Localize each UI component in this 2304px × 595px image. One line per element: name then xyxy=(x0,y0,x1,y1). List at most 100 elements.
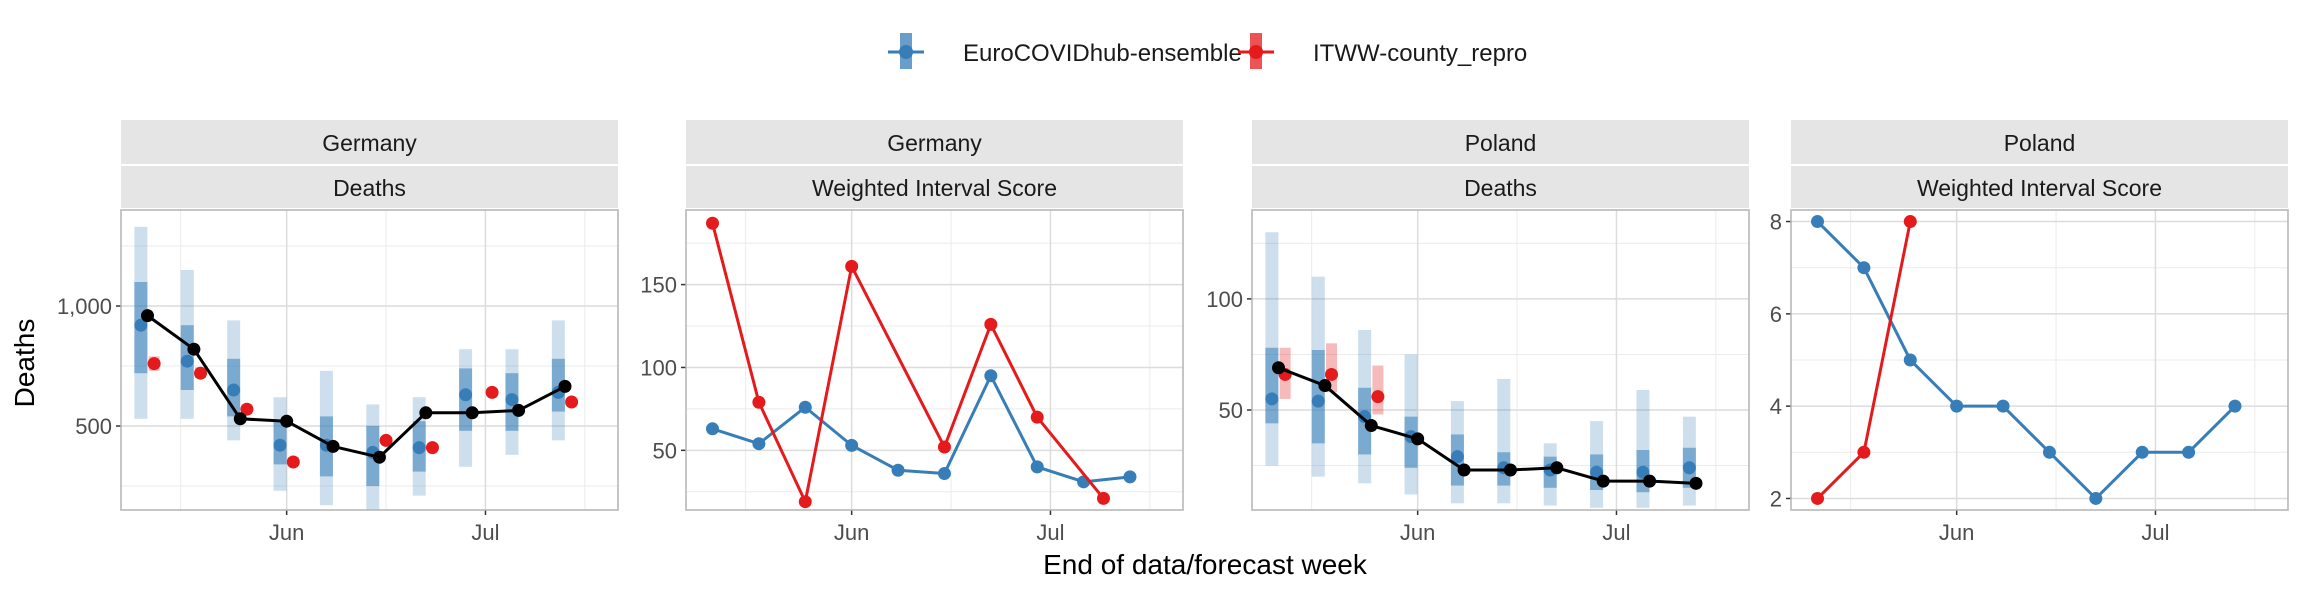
forecast-median-point xyxy=(565,395,579,409)
series-point xyxy=(1096,491,1110,505)
observed-point xyxy=(326,439,340,453)
gridlines xyxy=(121,210,618,510)
observed-line xyxy=(1277,366,1697,485)
forecast-interval-inner xyxy=(1265,347,1279,424)
forecast-median-point xyxy=(147,357,161,371)
observed-point xyxy=(512,403,526,417)
x-axis-title: End of data/forecast week xyxy=(1043,549,1368,580)
observed-point xyxy=(1503,463,1517,477)
y-tick-label: 150 xyxy=(640,273,677,298)
series-point xyxy=(1903,353,1917,367)
x-tick-label: Jul xyxy=(1036,520,1064,545)
series-point xyxy=(937,467,951,481)
x-tick-label: Jun xyxy=(269,520,304,545)
legend-label: ITWW-county_repro xyxy=(1313,40,1527,67)
series-point xyxy=(706,216,720,230)
gridlines xyxy=(686,210,1183,510)
observed-point xyxy=(187,342,201,356)
series-point xyxy=(1857,261,1871,275)
series-point xyxy=(706,422,720,436)
strip-bottom-label: Deaths xyxy=(333,175,406,201)
series-point xyxy=(798,495,812,509)
forecast-median-point xyxy=(180,354,194,368)
strip-bottom xyxy=(1791,166,2288,208)
series-point xyxy=(752,395,766,409)
series-point xyxy=(2135,445,2149,459)
panel-border xyxy=(1790,209,2289,511)
strip-bottom-label: Weighted Interval Score xyxy=(812,175,1057,201)
observed-line xyxy=(146,314,566,459)
forecast-median-point xyxy=(485,385,499,399)
x-tick-label: Jun xyxy=(1939,520,1974,545)
y-tick-label: 100 xyxy=(1206,287,1243,312)
series-point xyxy=(1123,470,1137,484)
y-tick-label: 100 xyxy=(640,355,677,380)
x-tick-label: Jul xyxy=(1602,520,1630,545)
strip-top-label: Germany xyxy=(887,130,982,156)
forecast-median-point xyxy=(227,383,241,397)
forecast-interval-inner xyxy=(1372,365,1384,415)
series-point xyxy=(798,400,812,414)
forecast-ITWW-county_repro xyxy=(147,356,579,469)
forecast-median-point xyxy=(1371,390,1385,404)
panel-border xyxy=(120,209,619,511)
forecast-interval-inner xyxy=(1326,343,1338,393)
forecast-median-point xyxy=(459,388,473,402)
forecast-median-point xyxy=(286,455,300,469)
strip-top-label: Poland xyxy=(2004,130,2076,156)
forecast-median-point xyxy=(1636,465,1650,479)
observed-point xyxy=(419,406,433,420)
legend-key-point xyxy=(1249,45,1263,59)
strip-top-label: Poland xyxy=(1465,130,1537,156)
forecast-median-point xyxy=(425,441,439,455)
y-tick-label: 6 xyxy=(1770,302,1782,327)
strip-bottom-label: Weighted Interval Score xyxy=(1917,175,2162,201)
series-point xyxy=(984,317,998,331)
strip-bottom xyxy=(121,166,618,208)
series-point xyxy=(1903,215,1917,229)
series-point xyxy=(1950,399,1964,413)
strip-top-label: Germany xyxy=(322,130,417,156)
series-point xyxy=(1996,399,2010,413)
observed-point xyxy=(1364,419,1378,433)
series-point xyxy=(1030,410,1044,424)
x-tick-label: Jul xyxy=(471,520,499,545)
panel-1: Germany Deaths 500 1,000 Jun Jul xyxy=(57,120,619,545)
observed-point xyxy=(141,309,155,323)
panel-2: Germany Weighted Interval Score 50 100 150 Ju… xyxy=(640,120,1184,545)
plot-background xyxy=(686,210,1183,510)
forecast-median-point xyxy=(1325,367,1339,381)
legend-label: EuroCOVIDhub-ensemble xyxy=(963,40,1242,67)
observed-point xyxy=(1550,461,1564,475)
series-point xyxy=(845,259,859,273)
legend: EuroCOVIDhub-ensemble ITWW-county_repro xyxy=(888,33,1527,69)
strip-bottom-label: Deaths xyxy=(1464,175,1537,201)
y-tick-label: 50 xyxy=(1219,398,1243,423)
forecast-interval-inner xyxy=(551,358,565,412)
panel-3: Poland Deaths 50 100 Jun Jul xyxy=(1206,120,1750,545)
forecast-median-point xyxy=(1358,410,1372,424)
observed-point xyxy=(558,379,572,393)
legend-item: ITWW-county_repro xyxy=(1238,33,1527,69)
series-point xyxy=(752,437,766,451)
observed-point xyxy=(1411,432,1425,446)
observed-point xyxy=(233,412,247,426)
gridlines xyxy=(1252,210,1749,510)
series-point xyxy=(1811,215,1825,229)
forecast-median-point xyxy=(1311,394,1325,408)
forecast-median-point xyxy=(134,318,148,332)
y-tick-label: 1,000 xyxy=(57,294,112,319)
forecast-median-point xyxy=(1590,465,1604,479)
forecast-median-point xyxy=(273,438,287,452)
observed-point xyxy=(1596,474,1610,488)
y-tick-label: 4 xyxy=(1770,394,1782,419)
series-point xyxy=(1030,460,1044,474)
panel-border xyxy=(1251,209,1750,511)
series-point xyxy=(2089,491,2103,505)
observed-point xyxy=(1457,463,1471,477)
series-point xyxy=(937,440,951,454)
strip-bottom xyxy=(1252,166,1749,208)
legend-item: EuroCOVIDhub-ensemble xyxy=(888,33,1242,69)
y-tick-label: 500 xyxy=(75,414,112,439)
